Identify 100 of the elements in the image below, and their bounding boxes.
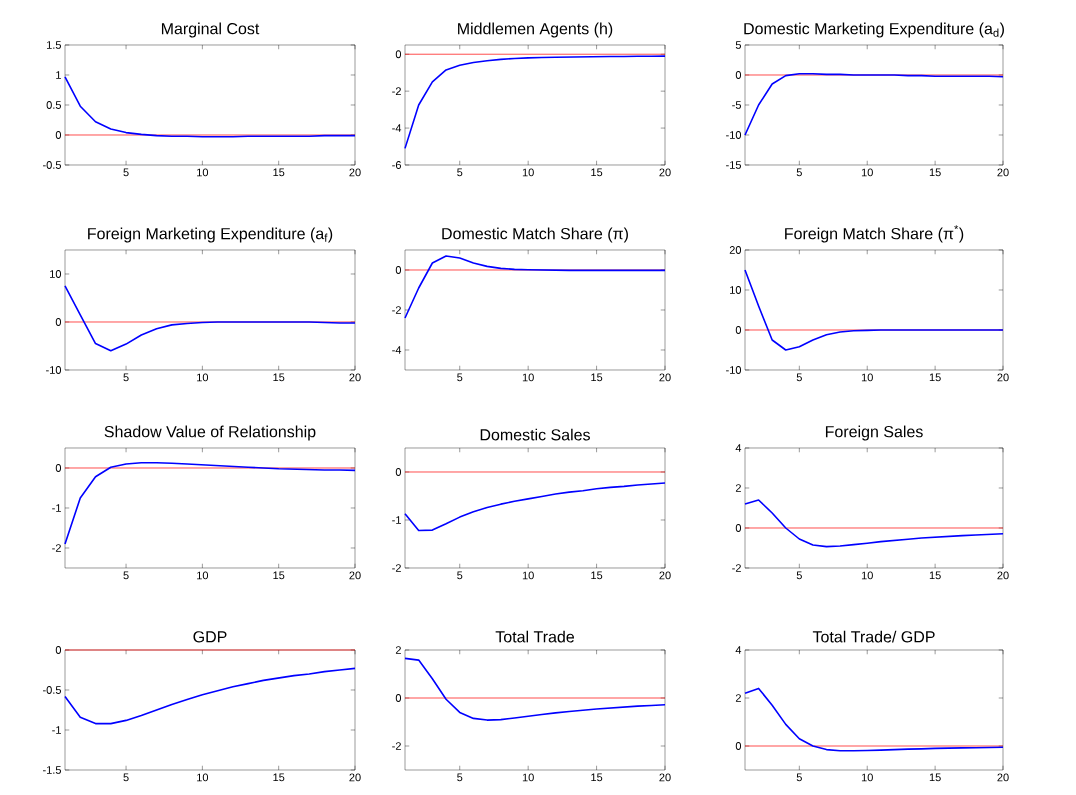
x-tick-label: 20	[659, 373, 671, 382]
y-tick-label: 0	[395, 266, 402, 274]
chart-title: Total Trade	[495, 630, 575, 643]
y-tick-label: 1	[56, 71, 61, 79]
y-tick-label: -1	[52, 726, 61, 734]
x-tick-label: 15	[591, 373, 603, 382]
chart-title: Domestic Sales	[480, 428, 590, 441]
x-tick-label: 20	[997, 571, 1009, 580]
x-tick-label: 20	[349, 571, 361, 580]
y-tick-label: -2	[732, 564, 741, 572]
y-tick-label: 4	[735, 646, 742, 654]
x-tick-label: 5	[796, 373, 802, 382]
y-tick-label: 0	[55, 646, 62, 654]
y-tick-label: -2	[392, 564, 401, 572]
x-tick-label: 15	[591, 773, 603, 782]
y-tick-label: -6	[392, 161, 401, 169]
x-tick-label: 10	[197, 168, 209, 177]
y-tick-label: -10	[726, 366, 742, 374]
x-tick-label: 20	[997, 168, 1009, 177]
chart-title: Domestic Marketing Expenditure (a$_{d}$)	[744, 22, 1004, 38]
y-tick-label: 0	[735, 742, 742, 750]
y-tick-label: -4	[392, 124, 402, 132]
x-tick-label: 15	[591, 571, 603, 580]
x-tick-label: 20	[659, 168, 671, 177]
x-tick-label: 20	[349, 773, 361, 782]
chart-title: Domestic Match Share (π)	[442, 227, 628, 243]
y-tick-label: 1.5	[47, 41, 61, 49]
x-tick-label: 15	[273, 373, 285, 382]
y-tick-label: 0	[735, 326, 742, 334]
x-tick-label: 10	[197, 373, 209, 382]
x-tick-label: 20	[349, 373, 361, 382]
y-tick-label: 0	[55, 464, 62, 472]
y-tick-label: 4	[735, 444, 742, 452]
y-tick-label: 0	[395, 468, 402, 476]
x-tick-label: 5	[457, 571, 463, 580]
x-tick-label: 5	[123, 168, 129, 177]
y-tick-label: -0.5	[43, 686, 61, 694]
y-tick-label: -10	[46, 366, 62, 374]
y-tick-label: 10	[50, 270, 62, 278]
x-tick-label: 20	[349, 168, 361, 177]
x-tick-label: 5	[457, 168, 463, 177]
y-tick-label: 5	[735, 41, 741, 49]
y-tick-label: 2	[395, 646, 401, 654]
x-tick-label: 15	[591, 168, 603, 177]
chart-title: Marginal Cost	[161, 22, 260, 38]
chart-title: GDP	[193, 631, 227, 643]
y-tick-label: -10	[726, 131, 742, 139]
x-tick-label: 20	[997, 373, 1009, 382]
y-tick-label: -2	[52, 544, 61, 552]
x-tick-label: 10	[522, 571, 534, 580]
y-tick-label: 0	[735, 71, 742, 79]
x-tick-label: 15	[929, 373, 941, 382]
chart-title: Foreign Sales	[825, 425, 923, 441]
chart-title: Foreign Marketing Expenditure (a$_{f}$)	[88, 227, 333, 243]
x-tick-label: 10	[861, 773, 873, 782]
y-tick-label: -4	[392, 346, 402, 354]
y-tick-label: 20	[729, 246, 742, 254]
x-tick-label: 10	[522, 168, 534, 177]
chart-title: Shadow Value of Relationship	[104, 425, 316, 441]
x-tick-label: 10	[861, 373, 873, 382]
x-tick-label: 10	[522, 373, 534, 382]
chart-title: Foreign Match Share (π$^{*}$)	[785, 225, 964, 243]
x-tick-label: 5	[123, 373, 129, 382]
x-tick-label: 5	[796, 571, 802, 580]
x-tick-label: 5	[796, 168, 802, 177]
x-tick-label: 5	[123, 571, 129, 580]
chart-title: Total Trade/ GDP	[812, 630, 935, 643]
x-tick-label: 15	[273, 168, 285, 177]
y-tick-label: 0.5	[46, 101, 61, 109]
y-tick-label: 0	[395, 694, 402, 702]
y-tick-label: -2	[392, 742, 401, 750]
y-tick-label: -5	[732, 101, 741, 109]
x-tick-label: 20	[997, 773, 1009, 782]
x-tick-label: 5	[123, 773, 129, 782]
x-tick-label: 15	[929, 571, 941, 580]
y-tick-label: -2	[392, 87, 401, 95]
y-tick-label: -1	[392, 516, 401, 524]
y-tick-label: -15	[726, 161, 741, 169]
y-tick-label: -1.5	[43, 766, 61, 774]
y-tick-label: 10	[730, 286, 742, 294]
x-tick-label: 15	[273, 571, 285, 580]
x-tick-label: 10	[861, 571, 873, 580]
y-tick-label: 0	[395, 50, 402, 59]
y-tick-label: 2	[735, 694, 741, 702]
x-tick-label: 15	[929, 773, 941, 782]
chart-title: Middlemen Agents (h)	[458, 22, 613, 38]
y-tick-label: 0	[55, 318, 62, 326]
x-tick-label: 20	[659, 773, 671, 782]
y-tick-label: 0	[735, 524, 742, 532]
y-tick-label: -1	[52, 504, 61, 512]
x-tick-label: 15	[929, 168, 941, 177]
x-tick-label: 5	[457, 373, 463, 382]
y-tick-label: -2	[392, 306, 401, 314]
x-tick-label: 5	[457, 773, 463, 782]
y-tick-label: -0.5	[43, 161, 61, 169]
x-tick-label: 5	[796, 773, 802, 782]
x-tick-label: 15	[273, 773, 285, 782]
x-tick-label: 10	[522, 773, 534, 782]
x-tick-label: 10	[197, 571, 209, 580]
x-tick-label: 20	[659, 571, 671, 580]
